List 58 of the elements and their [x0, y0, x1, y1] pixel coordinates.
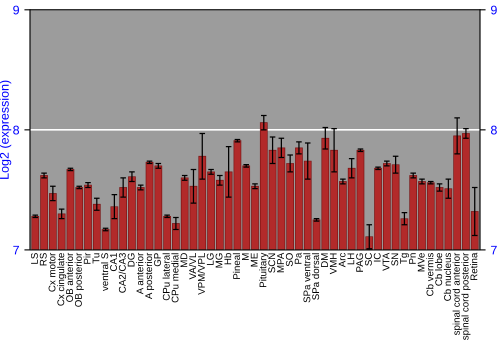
x-tick-label: Pa — [294, 252, 302, 264]
x-tick-label: Cb lobe — [435, 253, 442, 286]
x-tick-label: Pn — [409, 253, 416, 264]
x-tick-label: Retina — [470, 252, 478, 280]
y2-tick-label: 7 — [491, 246, 497, 254]
x-tick-label: SC — [364, 253, 372, 266]
x-tick-label: SPa dorsal — [312, 253, 320, 300]
x-tick-label: spinal cord posterior — [461, 252, 470, 340]
x-tick-label: CA1 — [110, 253, 117, 272]
x-tick-label: RS — [40, 253, 47, 266]
x-tick-label: SCN — [268, 253, 276, 273]
x-tick-label: ME — [250, 253, 258, 266]
x-tick-label: CPu medial — [171, 253, 179, 302]
x-tick-label: VA/VL — [188, 253, 196, 280]
x-tick-label: Cb nucleus — [444, 253, 451, 301]
x-tick-label: A posterior — [145, 252, 154, 300]
y-tick-label: 7 — [13, 246, 19, 254]
y-tick-label: 8 — [13, 126, 20, 134]
x-tick-label: M — [242, 253, 249, 260]
x-tick-label: MPA — [277, 252, 284, 272]
x-tick-label: Arc — [338, 252, 346, 268]
x-tick-label: Hb — [224, 253, 232, 264]
x-tick-label: DM — [321, 253, 328, 267]
x-tick-label: Pir — [83, 252, 91, 264]
x-tick-label: ventral S — [101, 253, 108, 292]
x-tick-label: Tg — [400, 253, 409, 264]
x-tick-label: CPu lateral — [162, 253, 170, 300]
x-tick-label: Pineal — [232, 253, 240, 279]
x-tick-label: spinal cord anterior — [452, 252, 462, 336]
x-tick-label: IC — [374, 253, 381, 262]
x-tick-label: Pituitary — [259, 252, 268, 287]
x-tick-label: LH — [348, 253, 354, 264]
y-tick-label: 9 — [13, 6, 19, 14]
x-tick-label: SPa ventral — [303, 253, 310, 302]
x-tick-label: LS — [31, 253, 38, 264]
x-tick-label: MD — [180, 253, 188, 267]
y2-tick-label: 9 — [491, 6, 497, 14]
x-tick-label: SN — [391, 253, 398, 266]
x-tick-label: GP — [154, 253, 161, 266]
x-tick-label: OB posterior — [74, 252, 84, 307]
x-tick-label: Cx motor — [48, 252, 56, 292]
x-tick-label: VPM/VPL — [198, 253, 205, 295]
x-tick-label: SO — [286, 253, 293, 266]
x-tick-label: MVe — [418, 253, 425, 272]
x-tick-label: CA2/CA3 — [118, 253, 126, 293]
x-tick-label: A anterior — [136, 252, 144, 294]
y2-tick-label: 8 — [490, 126, 497, 134]
x-tick-label: Cx cingulate — [57, 253, 66, 306]
x-tick-label: Cb vermis — [426, 253, 434, 296]
x-tick-label: Tu — [92, 253, 100, 264]
x-tick-label: DG — [128, 253, 135, 266]
x-tick-label: VMH — [330, 253, 337, 274]
x-tick-label: MG — [216, 253, 222, 268]
x-tick-label: OB anterior — [66, 252, 74, 302]
x-tick-label: PAG — [356, 253, 364, 272]
y-axis-title: Log2 (expression) — [0, 80, 12, 179]
x-tick-label: LG — [206, 253, 214, 265]
x-tick-label: VTA — [382, 252, 390, 271]
